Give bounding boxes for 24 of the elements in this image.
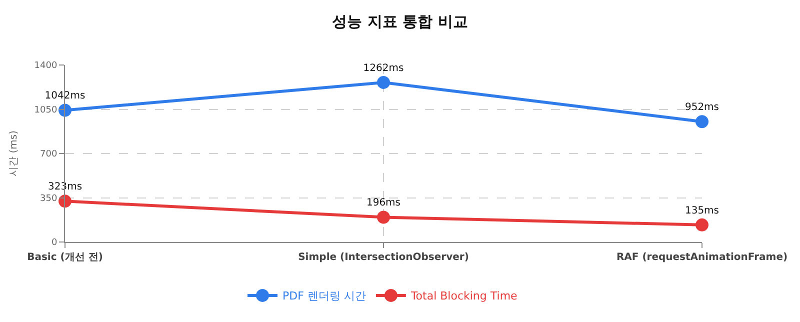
legend-label: Total Blocking Time	[410, 290, 518, 303]
point	[696, 115, 708, 128]
point	[377, 76, 390, 89]
data-label: 323ms	[48, 182, 82, 193]
data-label: 1042ms	[44, 90, 86, 102]
chart-title: 성능 지표 통합 비교	[332, 12, 468, 31]
y-axis-title: 시간 (ms)	[8, 130, 20, 176]
x-tick-label: Basic (개선 전)	[27, 252, 103, 263]
y-tick-label: 0	[51, 238, 58, 248]
point	[696, 218, 708, 232]
data-label: 135ms	[684, 205, 720, 216]
y-tick-label: 700	[40, 150, 58, 160]
point	[58, 104, 72, 117]
data-label: 952ms	[684, 102, 720, 114]
point	[377, 210, 390, 224]
x-tick-label: Simple (IntersectionObserver)	[298, 252, 469, 263]
y-tick-label: 1400	[34, 61, 58, 72]
y-tick-label: 1050	[34, 105, 58, 116]
y-tick-label: 350	[40, 194, 58, 204]
data-label: 1262ms	[363, 62, 404, 74]
point	[58, 194, 72, 208]
x-tick-label: RAF (requestAnimationFrame)	[616, 252, 788, 263]
data-label: 196ms	[366, 198, 401, 209]
legend-label: PDF 렌더링 시간	[282, 290, 366, 303]
